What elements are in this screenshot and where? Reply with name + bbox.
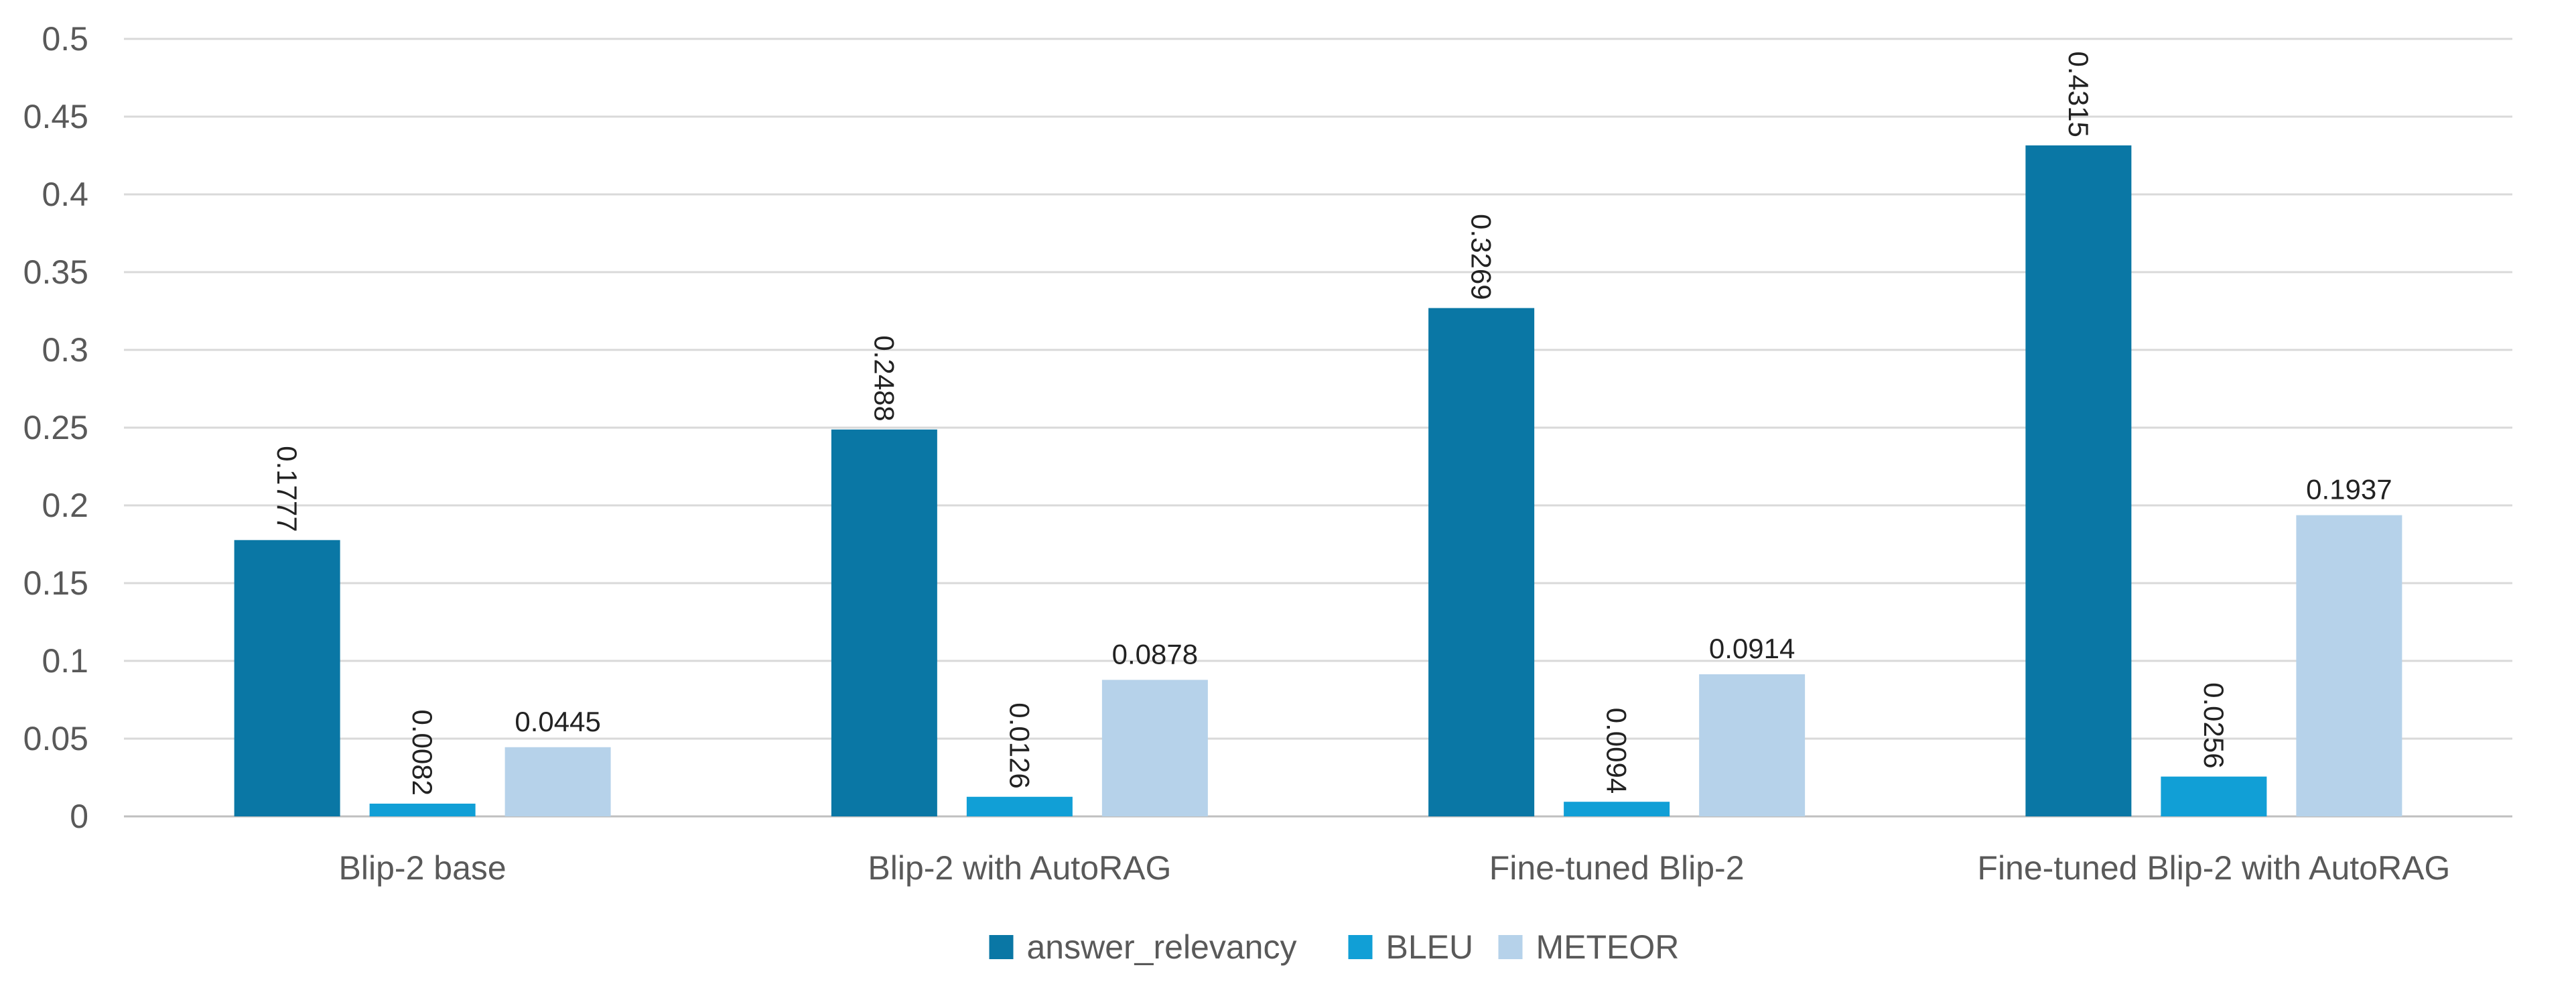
legend-label: METEOR	[1536, 928, 1680, 966]
data-labels: 0.1777 0.0082 0.0445 0.2488 0.0126 0.0878 0.32…	[271, 51, 2392, 796]
legend-swatch	[1498, 935, 1523, 959]
bar-meteor	[504, 747, 611, 816]
y-tick-label: 0	[70, 798, 88, 835]
x-category-label: Blip-2 with AutoRAG	[868, 849, 1171, 887]
y-tick-label: 0.15	[23, 564, 88, 602]
y-tick-label: 0.05	[23, 720, 88, 757]
bar-answer-relevancy	[2025, 145, 2132, 817]
bar-answer-relevancy	[1428, 308, 1535, 816]
x-axis-categories: Blip-2 base Blip-2 with AutoRAG Fine-tuned…	[339, 849, 2451, 887]
bar-meteor	[2296, 515, 2402, 816]
data-label: 0.0914	[1709, 633, 1795, 664]
data-label: 0.3269	[1466, 214, 1497, 300]
y-tick-label: 0.5	[42, 20, 88, 58]
y-tick-label: 0.35	[23, 253, 88, 291]
x-category-label: Fine-tuned Blip-2 with AutoRAG	[1977, 849, 2450, 887]
y-tick-label: 0.1	[42, 642, 88, 680]
bar-bleu	[966, 796, 1073, 816]
y-tick-label: 0.2	[42, 487, 88, 524]
gridlines	[124, 38, 2512, 818]
y-tick-label: 0.45	[23, 98, 88, 135]
y-tick-label: 0.4	[42, 176, 88, 213]
legend-item-bleu: BLEU	[1348, 928, 1474, 966]
legend-label: answer_relevancy	[1027, 928, 1297, 966]
data-label: 0.1937	[2306, 474, 2392, 505]
legend-item-answer-relevancy: answer_relevancy	[989, 928, 1297, 966]
data-label: 0.2488	[868, 335, 900, 421]
data-label: 0.0878	[1112, 638, 1198, 670]
data-label: 0.1777	[271, 446, 303, 532]
data-label: 0.0094	[1601, 708, 1633, 794]
bar-meteor	[1699, 674, 1806, 816]
bar-meteor	[1101, 680, 1208, 816]
data-label: 0.4315	[2063, 51, 2094, 137]
legend-swatch	[989, 935, 1014, 959]
bar-bleu	[1564, 802, 1670, 816]
y-tick-label: 0.3	[42, 331, 88, 369]
bar-bleu	[369, 803, 476, 816]
y-tick-label: 0.25	[23, 409, 88, 446]
x-category-label: Fine-tuned Blip-2	[1489, 849, 1745, 887]
bar-answer-relevancy	[234, 540, 340, 816]
bar-bleu	[2161, 776, 2267, 816]
legend-label: BLEU	[1386, 928, 1474, 966]
legend-item-meteor: METEOR	[1498, 928, 1680, 966]
y-axis-ticks: 0 0.05 0.1 0.15 0.2 0.25 0.3 0.35 0.4 0.45 0.5	[23, 20, 88, 835]
x-category-label: Blip-2 base	[339, 849, 506, 887]
data-label: 0.0256	[2198, 682, 2230, 768]
data-label: 0.0126	[1004, 702, 1035, 788]
bars	[234, 145, 2402, 817]
legend: answer_relevancy BLEU METEOR	[989, 928, 1680, 966]
bar-answer-relevancy	[831, 429, 937, 816]
data-label: 0.0445	[515, 706, 600, 737]
legend-swatch	[1348, 935, 1373, 959]
data-label: 0.0082	[407, 710, 438, 796]
